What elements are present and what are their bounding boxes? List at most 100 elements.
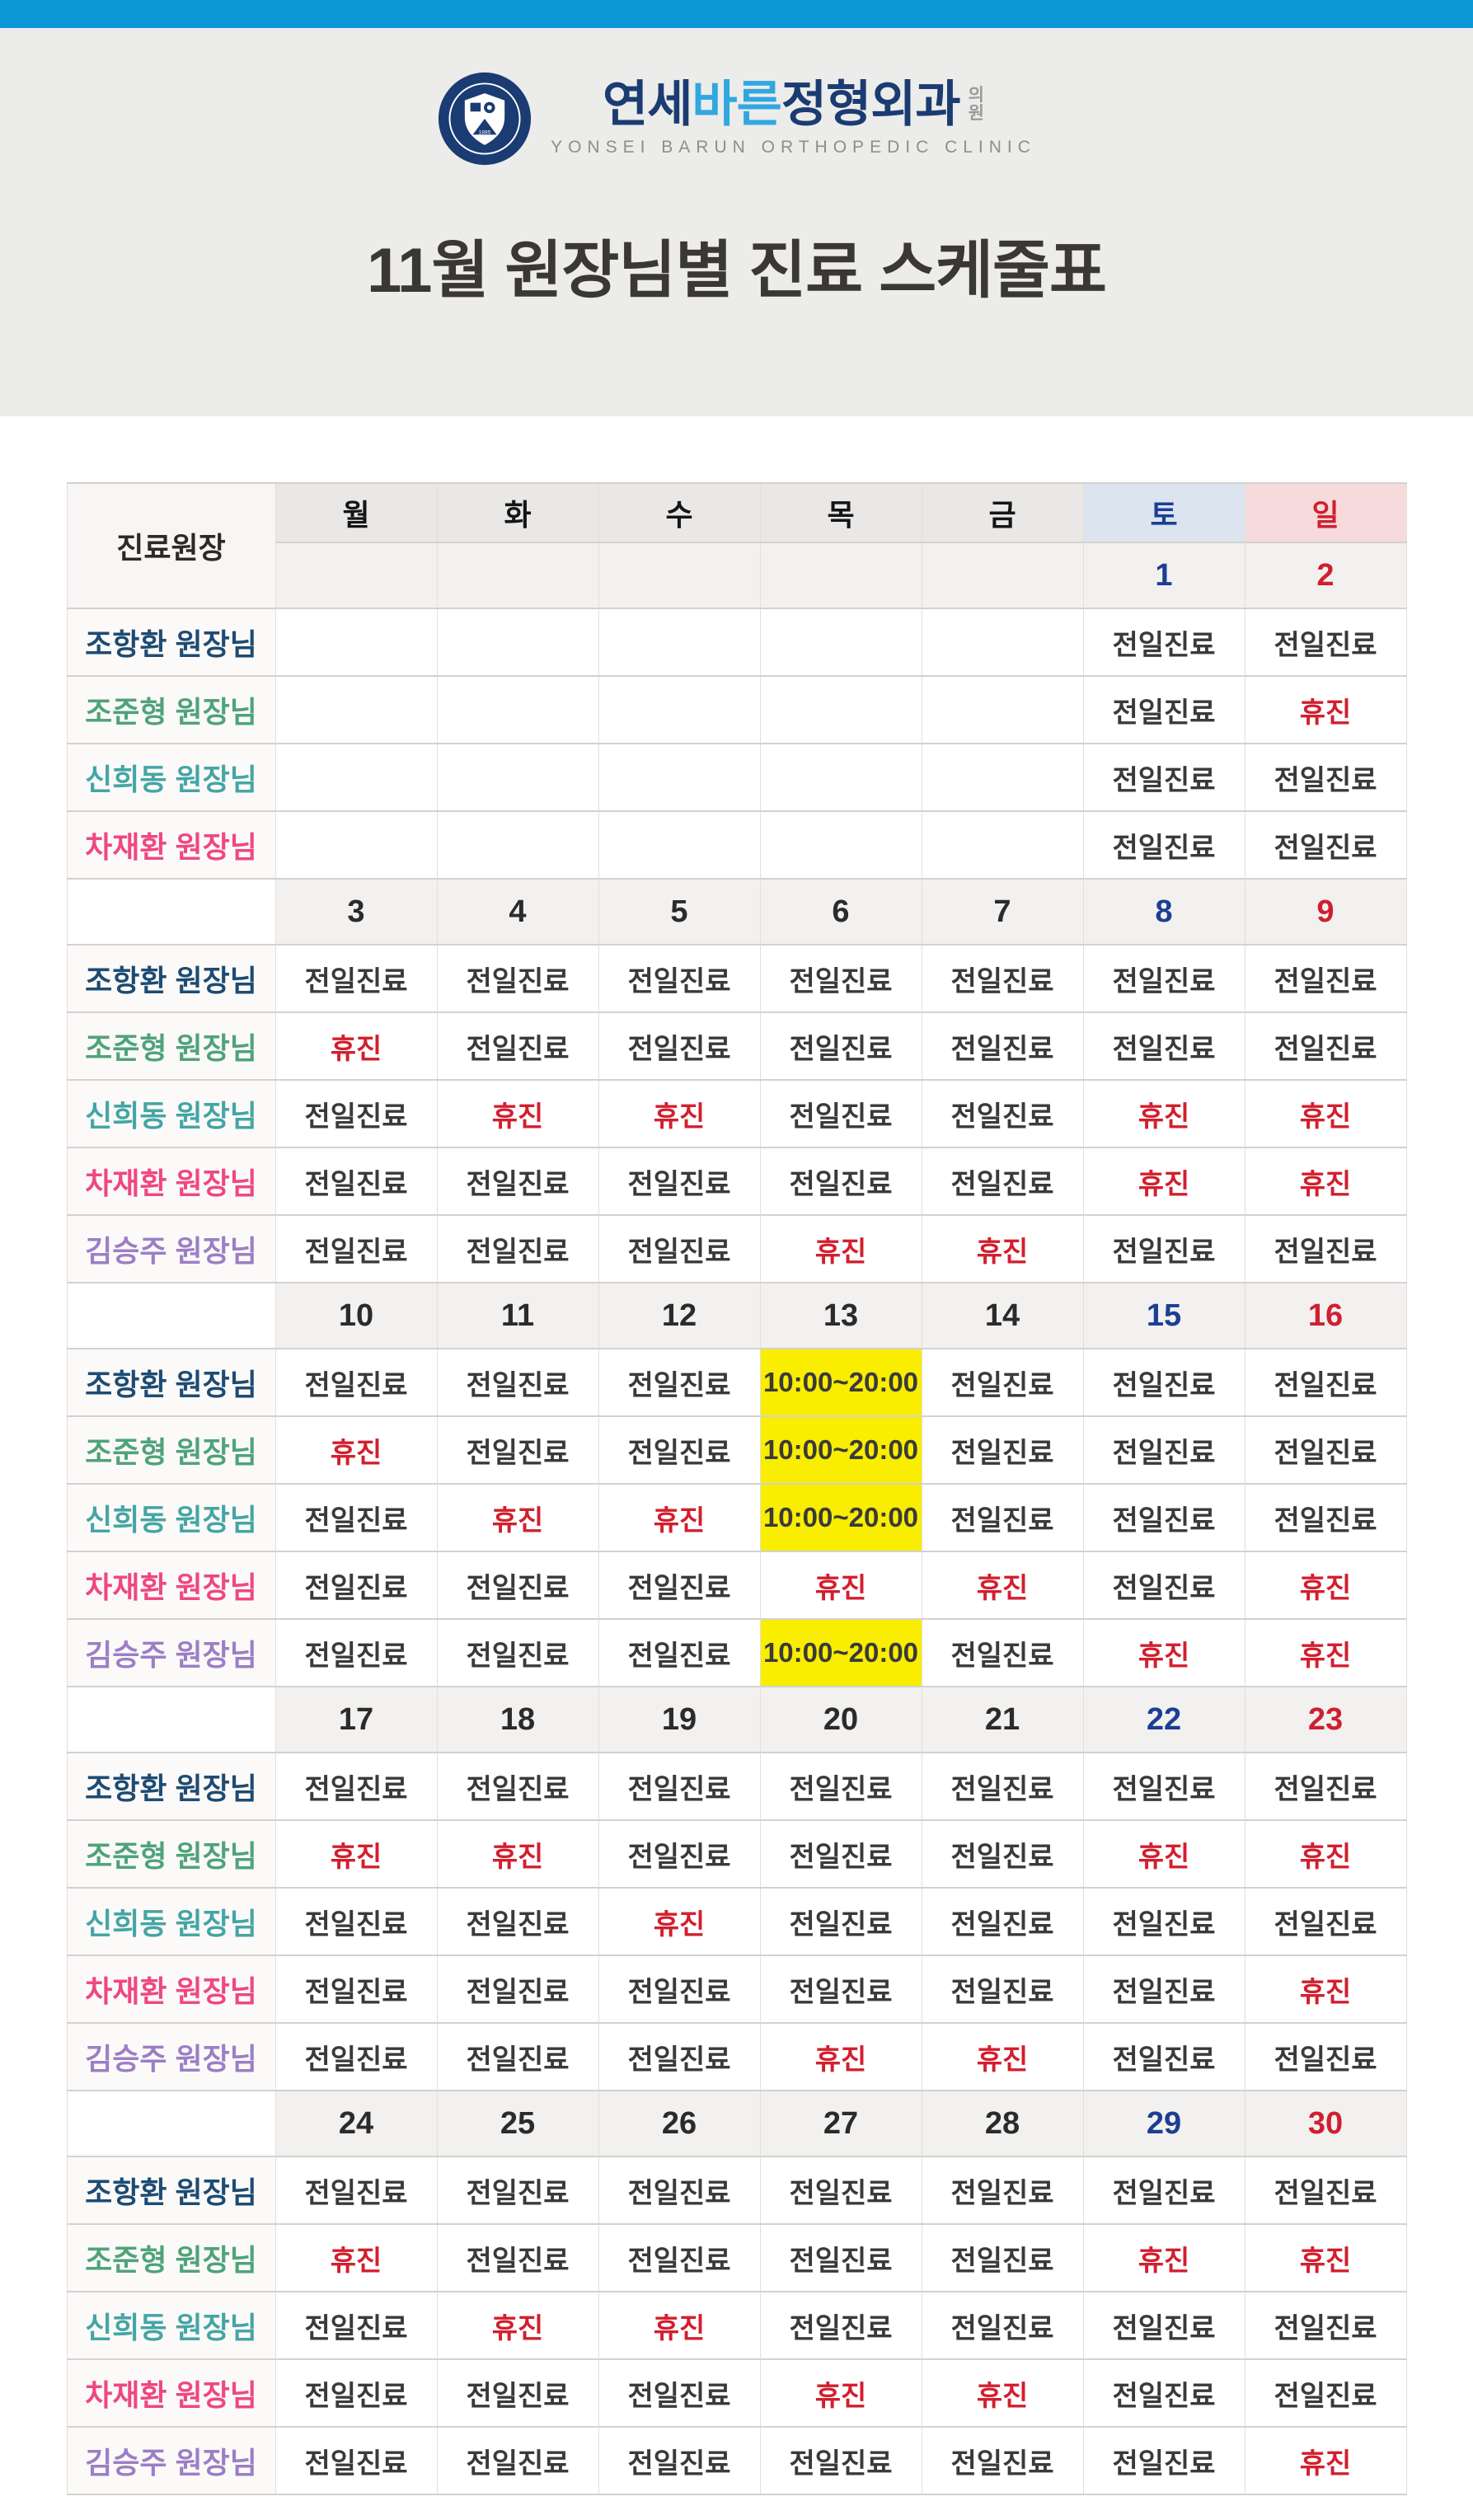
schedule-cell-fullday: 전일진료 <box>436 1011 599 1081</box>
date-cell-19: 19 <box>598 1686 761 1753</box>
schedule-cell-fullday: 전일진료 <box>274 1483 438 1552</box>
schedule-cell-fullday: 전일진료 <box>436 1618 599 1687</box>
schedule-cell-fullday: 전일진료 <box>598 1147 761 1216</box>
doctor-name-cell: 차재환 원장님 <box>66 2358 276 2428</box>
schedule-cell-closed: 휴진 <box>1244 1147 1407 1216</box>
date-cell-14: 14 <box>921 1282 1084 1349</box>
date-row-lead-cell <box>66 1282 276 1349</box>
wordmark-barun: 바른 <box>692 77 781 132</box>
doctor-name-cell: 신희동 원장님 <box>66 1079 276 1148</box>
schedule-cell-fullday: 전일진료 <box>759 944 922 1013</box>
schedule-cell-fullday: 전일진료 <box>598 1955 761 2024</box>
schedule-cell-fullday: 전일진료 <box>598 1348 761 1417</box>
schedule-cell-empty <box>759 743 922 812</box>
schedule-cell-fullday: 전일진료 <box>1082 810 1245 880</box>
schedule-cell-fullday: 전일진료 <box>598 1752 761 1821</box>
schedule-cell-fullday: 전일진료 <box>759 2223 922 2292</box>
schedule-cell-empty <box>759 608 922 677</box>
date-cell-11: 11 <box>436 1282 599 1349</box>
schedule-cell-fullday: 전일진료 <box>1082 675 1245 744</box>
schedule-cell-fullday: 전일진료 <box>1244 944 1407 1013</box>
doctor-schedule-row: 조항환 원장님 전일진료 전일진료 전일진료 전일진료 전일진료 전일진료 전일진료 <box>66 944 1407 1013</box>
schedule-cell-empty <box>436 810 599 880</box>
schedule-cell-fullday: 전일진료 <box>598 2223 761 2292</box>
schedule-cell-closed: 휴진 <box>759 1551 922 1620</box>
date-cell-21: 21 <box>921 1686 1084 1753</box>
doctor-schedule-row: 차재환 원장님 전일진료 전일진료 <box>66 810 1407 880</box>
schedule-cell-closed: 휴진 <box>1244 2223 1407 2292</box>
schedule-cell-closed: 휴진 <box>436 2291 599 2360</box>
schedule-cell-empty <box>274 743 438 812</box>
schedule-cell-fullday: 전일진료 <box>274 1079 438 1148</box>
schedule-cell-empty <box>598 743 761 812</box>
doctor-schedule-row: 조준형 원장님 휴진 휴진 전일진료 전일진료 전일진료 휴진 휴진 <box>66 1819 1407 1889</box>
doctor-name-cell: 조준형 원장님 <box>66 2223 276 2292</box>
date-cell-24: 24 <box>274 2090 438 2157</box>
schedule-cell-empty <box>598 810 761 880</box>
schedule-cell-fullday: 전일진료 <box>1244 810 1407 880</box>
schedule-cell-fullday: 전일진료 <box>1244 2358 1407 2428</box>
doctor-schedule-row: 차재환 원장님 전일진료 전일진료 전일진료 휴진 휴진 전일진료 전일진료 <box>66 2358 1407 2428</box>
schedule-cell-closed: 휴진 <box>1244 2426 1407 2495</box>
schedule-cell-empty <box>598 608 761 677</box>
schedule-cell-fullday: 전일진료 <box>921 2426 1084 2495</box>
schedule-cell-empty <box>436 608 599 677</box>
schedule-cell-fullday: 전일진료 <box>1082 2291 1245 2360</box>
wordmark-orthopedic: 정형외과 <box>781 77 961 132</box>
wordmark-clinic-suffix: 의 원 <box>968 85 984 123</box>
schedule-cell-fullday: 전일진료 <box>1244 1011 1407 1081</box>
schedule-cell-closed: 휴진 <box>1244 1079 1407 1148</box>
corner-cell: 진료원장 <box>66 482 276 609</box>
schedule-cell-fullday: 전일진료 <box>598 1551 761 1620</box>
schedule-cell-fullday: 전일진료 <box>921 1147 1084 1216</box>
schedule-cell-closed: 휴진 <box>1244 1819 1407 1889</box>
date-cell-17: 17 <box>274 1686 438 1753</box>
schedule-cell-fullday: 전일진료 <box>921 1483 1084 1552</box>
schedule-cell-fullday: 전일진료 <box>759 1887 922 1956</box>
schedule-cell-fullday: 전일진료 <box>921 1011 1084 1081</box>
schedule-cell-closed: 휴진 <box>759 2358 922 2428</box>
doctor-name-cell: 조항환 원장님 <box>66 608 276 677</box>
schedule-cell-fullday: 전일진료 <box>436 1214 599 1283</box>
day-header-cell-월: 월 <box>274 482 438 543</box>
schedule-cell-closed: 휴진 <box>598 2291 761 2360</box>
day-header-row: 진료원장 월 화 수 목 금 토 일 <box>66 482 1407 609</box>
schedule-cell-empty <box>921 608 1084 677</box>
schedule-cell-fullday: 전일진료 <box>598 944 761 1013</box>
schedule-cell-fullday: 전일진료 <box>1082 1955 1245 2024</box>
schedule-cell-empty <box>274 608 438 677</box>
schedule-cell-fullday: 전일진료 <box>1082 1752 1245 1821</box>
doctor-schedule-row: 김승주 원장님 전일진료 전일진료 전일진료 휴진 휴진 전일진료 전일진료 <box>66 1214 1407 1283</box>
doctor-name-cell: 김승주 원장님 <box>66 1618 276 1687</box>
schedule-cell-fullday: 전일진료 <box>274 1887 438 1956</box>
schedule-cell-closed: 휴진 <box>1082 1819 1245 1889</box>
doctor-name-cell: 김승주 원장님 <box>66 2426 276 2495</box>
clinic-logo: 1885 연세 바른 정형외과 의 원 YONSEI BARUN ORTHOPEDI… <box>0 71 1473 167</box>
schedule-cell-closed: 휴진 <box>274 2223 438 2292</box>
schedule-cell-fullday: 전일진료 <box>921 1887 1084 1956</box>
doctor-name-cell: 신희동 원장님 <box>66 1483 276 1552</box>
schedule-cell-fullday: 전일진료 <box>1082 1551 1245 1620</box>
schedule-cell-fullday: 전일진료 <box>1244 608 1407 677</box>
schedule-cell-closed: 휴진 <box>1082 1147 1245 1216</box>
schedule-cell-hours: 10:00~20:00 <box>759 1348 922 1417</box>
date-cell-22: 22 <box>1082 1686 1245 1753</box>
page-title: 11월 원장님별 진료 스케줄표 <box>367 236 1107 306</box>
schedule-cell-hours: 10:00~20:00 <box>759 1415 922 1485</box>
schedule-cell-hours: 10:00~20:00 <box>759 1618 922 1687</box>
schedule-cell-fullday: 전일진료 <box>759 1752 922 1821</box>
schedule-cell-fullday: 전일진료 <box>1082 2022 1245 2091</box>
schedule-cell-closed: 휴진 <box>1244 675 1407 744</box>
top-accent-bar <box>0 0 1473 28</box>
doctor-schedule-row: 차재환 원장님 전일진료 전일진료 전일진료 전일진료 전일진료 전일진료 휴진 <box>66 1955 1407 2024</box>
schedule-cell-fullday: 전일진료 <box>436 2022 599 2091</box>
schedule-cell-closed: 휴진 <box>921 1214 1084 1283</box>
doctor-name-cell: 신희동 원장님 <box>66 743 276 812</box>
schedule-cell-fullday: 전일진료 <box>1244 2022 1407 2091</box>
schedule-cell-fullday: 전일진료 <box>598 2022 761 2091</box>
date-row-lead-cell <box>66 878 276 946</box>
schedule-cell-fullday: 전일진료 <box>1244 2291 1407 2360</box>
date-cell <box>598 542 761 609</box>
schedule-cell-fullday: 전일진료 <box>759 1011 922 1081</box>
